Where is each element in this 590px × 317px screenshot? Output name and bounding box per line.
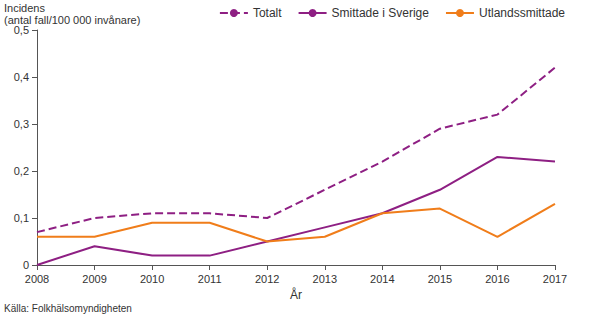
svg-text:0,3: 0,3 bbox=[14, 118, 29, 130]
svg-text:0,4: 0,4 bbox=[14, 71, 29, 83]
svg-text:2011: 2011 bbox=[198, 273, 222, 285]
svg-text:0: 0 bbox=[23, 259, 29, 271]
svg-text:2014: 2014 bbox=[370, 273, 394, 285]
svg-text:2009: 2009 bbox=[82, 273, 106, 285]
svg-text:Totalt: Totalt bbox=[253, 6, 282, 20]
svg-text:2013: 2013 bbox=[313, 273, 337, 285]
svg-text:2012: 2012 bbox=[255, 273, 279, 285]
svg-text:2010: 2010 bbox=[140, 273, 164, 285]
svg-text:2008: 2008 bbox=[25, 273, 49, 285]
svg-text:År: År bbox=[290, 287, 302, 302]
svg-text:0,2: 0,2 bbox=[14, 165, 29, 177]
svg-text:(antal fall/100 000 invånare): (antal fall/100 000 invånare) bbox=[4, 14, 141, 26]
svg-text:0,1: 0,1 bbox=[14, 212, 29, 224]
svg-text:Källa: Folkhälsomyndigheten: Källa: Folkhälsomyndigheten bbox=[4, 303, 132, 314]
svg-text:2017: 2017 bbox=[543, 273, 567, 285]
svg-text:Utlandssmittade: Utlandssmittade bbox=[479, 6, 565, 20]
svg-text:2016: 2016 bbox=[485, 273, 509, 285]
svg-text:0,5: 0,5 bbox=[14, 24, 29, 36]
svg-text:Smittade i Sverige: Smittade i Sverige bbox=[332, 6, 430, 20]
svg-text:2015: 2015 bbox=[428, 273, 452, 285]
svg-text:Incidens: Incidens bbox=[4, 2, 45, 14]
